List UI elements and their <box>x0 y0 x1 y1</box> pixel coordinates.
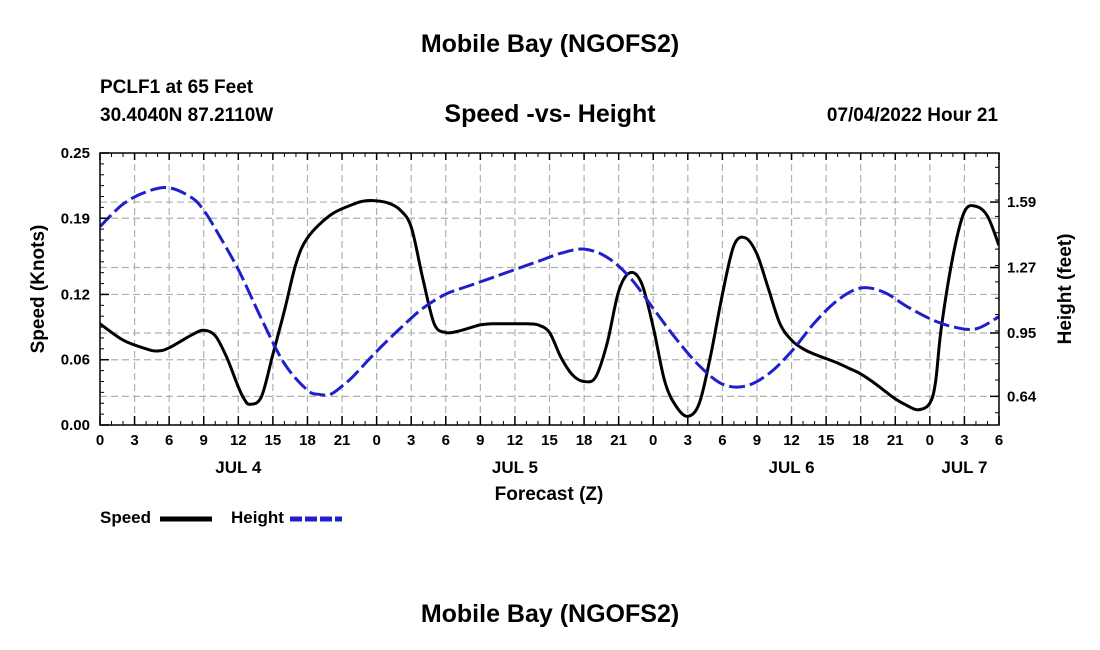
plot-title: Speed -vs- Height <box>444 100 656 128</box>
x-tick-label: 0 <box>649 432 657 449</box>
y-tick-label: 0.00 <box>61 417 90 434</box>
x-tick-label: 15 <box>541 432 558 449</box>
x-tick-label: 15 <box>265 432 282 449</box>
series-line-speed <box>100 199 999 418</box>
x-tick-label: 12 <box>507 432 524 449</box>
y2-axis-title: Height (feet) <box>1055 234 1076 345</box>
x-tick-label: 0 <box>372 432 380 449</box>
x-tick-label: 6 <box>442 432 450 449</box>
legend-height-label: Height <box>231 508 284 527</box>
x-tick-label: 12 <box>230 432 247 449</box>
y2-tick-label: 0.64 <box>1007 388 1037 405</box>
legend-speed-label: Speed <box>100 508 152 527</box>
x-tick-label: 3 <box>407 432 415 449</box>
main-title: Mobile Bay (NGOFS2) <box>420 30 680 58</box>
y2-tick-label: 1.59 <box>1007 194 1036 211</box>
x-tick-label: 18 <box>852 432 869 449</box>
x-tick-label: 3 <box>960 432 968 449</box>
x-tick-label: 3 <box>684 432 692 449</box>
y-tick-label: 0.12 <box>61 286 90 303</box>
x-tick-label: 21 <box>887 432 904 449</box>
x-tick-label: 9 <box>476 432 484 449</box>
x-tick-label: 9 <box>200 432 208 449</box>
y2-tick-label: 0.95 <box>1007 325 1036 342</box>
x-tick-label: 18 <box>576 432 593 449</box>
series-group <box>100 186 999 418</box>
x-tick-label: 21 <box>610 432 627 449</box>
y-tick-label: 0.06 <box>61 352 90 369</box>
y-tick-label: 0.25 <box>61 145 90 162</box>
x-tick-label: 0 <box>96 432 104 449</box>
x-tick-label: 18 <box>299 432 316 449</box>
x-tick-label: 3 <box>130 432 138 449</box>
x-tick-label: 6 <box>165 432 173 449</box>
date-label: JUL 5 <box>492 458 538 477</box>
date-label: JUL 7 <box>941 458 987 477</box>
y-tick-label: 0.19 <box>61 210 90 227</box>
x-tick-label: 0 <box>926 432 934 449</box>
series-line-height <box>100 186 999 397</box>
date-label: JUL 4 <box>215 458 262 477</box>
x-tick-label: 9 <box>753 432 761 449</box>
x-tick-label: 6 <box>718 432 726 449</box>
station-label: PCLF1 at 65 Feet <box>100 77 254 98</box>
axis-labels: 0 3 6 9 12 15 18 21 0 3 6 9 12 15 18 21 0 3 6 9 12 15 18 21 0 3 6J… <box>61 145 1037 477</box>
x-tick-label: 12 <box>783 432 800 449</box>
x-axis-title: Forecast (Z) <box>495 484 604 505</box>
date-label: JUL 6 <box>769 458 815 477</box>
y-axis-title: Speed (Knots) <box>28 225 49 354</box>
x-tick-label: 6 <box>995 432 1003 449</box>
coordinates-label: 30.4040N 87.2110W <box>100 105 274 126</box>
x-tick-label: 21 <box>334 432 351 449</box>
axis-ticks <box>99 152 1000 426</box>
run-time-label: 07/04/2022 Hour 21 <box>826 105 998 126</box>
x-tick-label: 15 <box>818 432 835 449</box>
y2-tick-label: 1.27 <box>1007 260 1036 277</box>
footer-title: Mobile Bay (NGOFS2) <box>420 600 680 628</box>
